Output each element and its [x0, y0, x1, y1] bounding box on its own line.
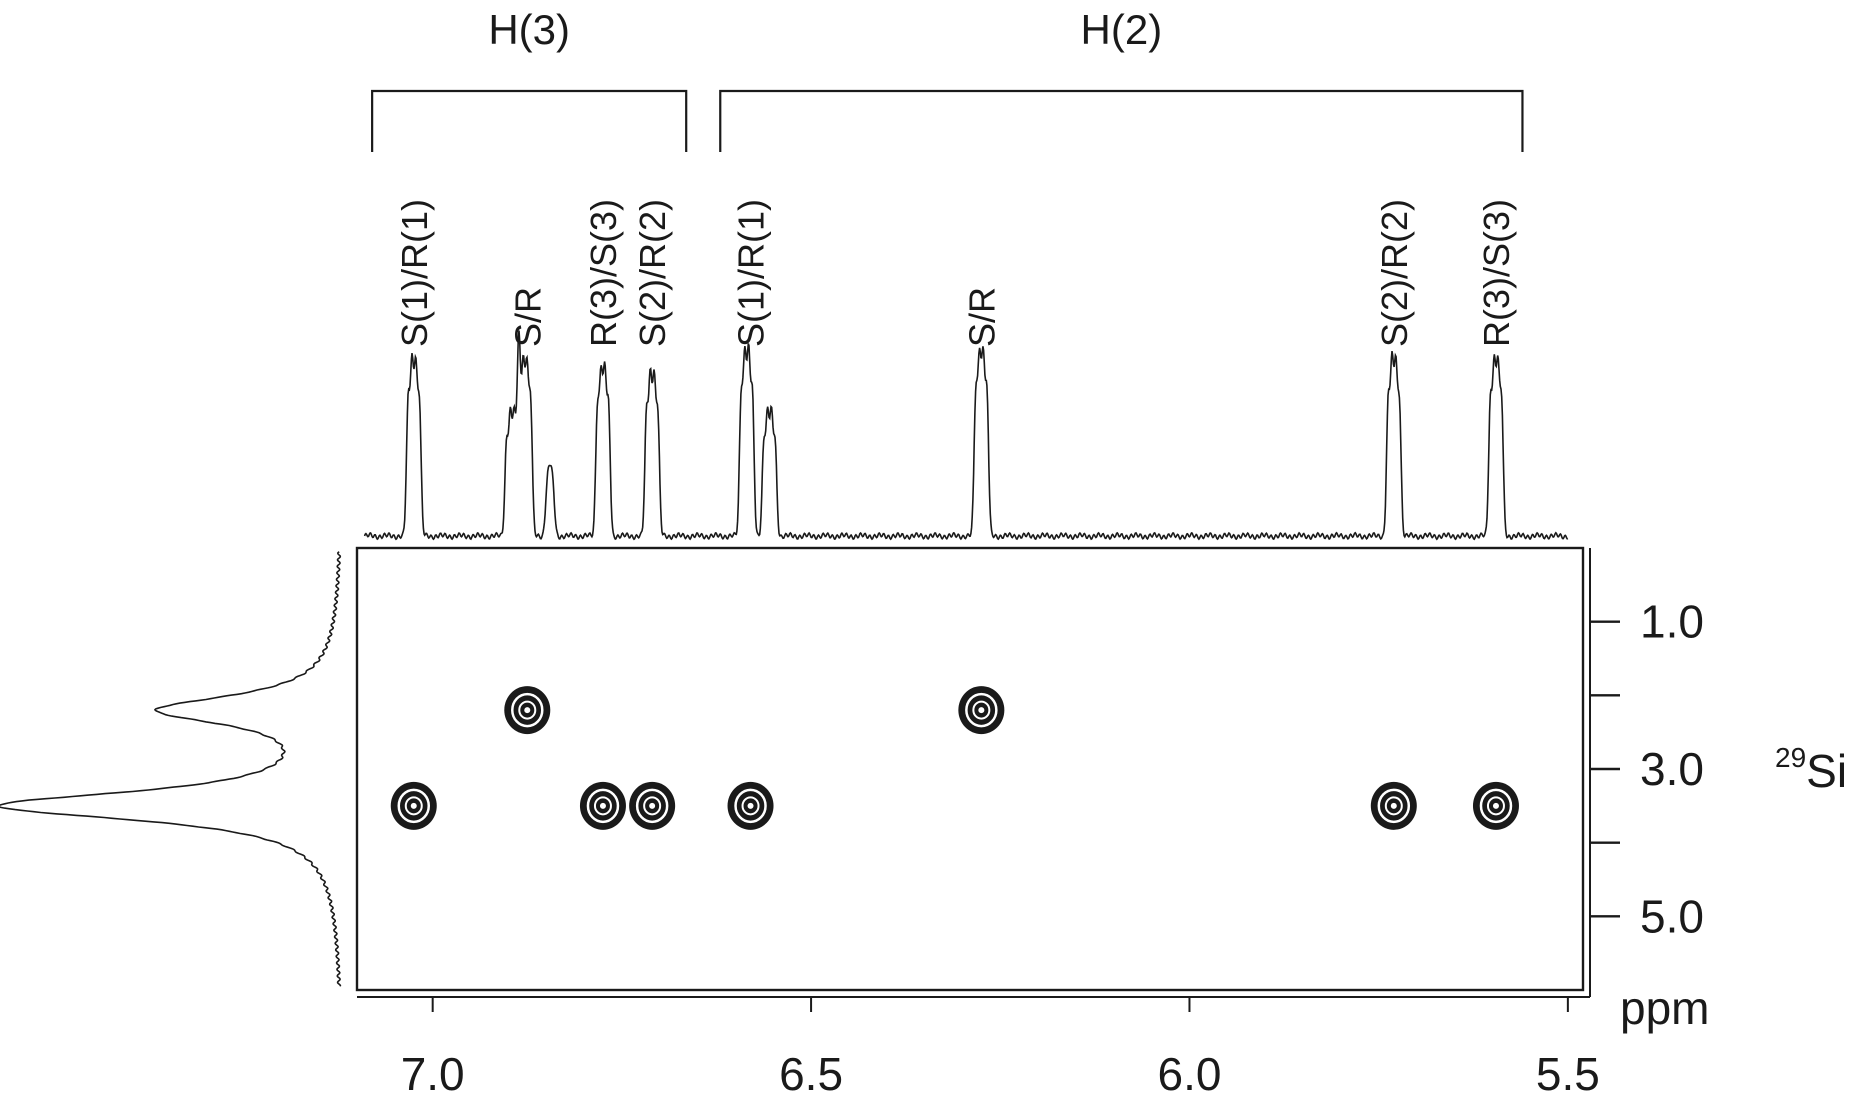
cross-peak-contour: [643, 796, 662, 816]
y-axis-label-main: Si: [1806, 745, 1847, 797]
x-axis: 7.0 6.5 6.0 5.5: [401, 997, 1600, 1100]
y-axis: 1.0 3.0 5.0 29Si ppm: [1590, 596, 1847, 1034]
cross-peak-contour: [511, 692, 544, 728]
y-axis-label: 29Si: [1775, 742, 1847, 797]
cross-peak-contour: [1486, 796, 1505, 816]
cross-peak-contour: [741, 796, 760, 816]
cross-peak-contour: [734, 788, 767, 824]
cross-peak: [1370, 781, 1417, 830]
cross-peak-contour: [1384, 796, 1403, 816]
peak-label: S(1)/R(1): [731, 199, 772, 347]
y-tick-label: 5.0: [1640, 890, 1704, 942]
cross-peak-center: [1390, 802, 1397, 809]
x-tick-label: 6.0: [1157, 1048, 1221, 1100]
plot-frame: [355, 546, 1591, 998]
peak-labels: S(1)/R(1) S/R R(3)/S(3) S(2)/R(2) S(1)/R(1) S…: [394, 199, 1517, 347]
y-axis-label-superscript: 29: [1775, 742, 1806, 773]
group-bracket: [371, 89, 688, 152]
cross-peak-center: [524, 707, 531, 714]
peak-label: R(3)/S(3): [1476, 199, 1517, 347]
group-label: H(3): [488, 6, 570, 53]
y-tick-label: 1.0: [1640, 596, 1704, 648]
cross-peak-contour: [397, 788, 431, 824]
cross-peak-contour: [518, 700, 537, 720]
cross-peak-center: [1492, 802, 1499, 809]
cross-peak: [629, 781, 676, 830]
cross-peaks: [390, 686, 1519, 830]
cross-peak: [1472, 781, 1519, 830]
cross-peak: [727, 781, 774, 830]
cross-peak-contour: [586, 788, 620, 824]
peak-label: S(2)/R(2): [632, 199, 673, 347]
axis-unit-label: ppm: [1620, 982, 1709, 1034]
peak-label: R(3)/S(3): [583, 199, 624, 347]
cross-peak-contour: [1377, 788, 1411, 824]
silicon-projection: [0, 551, 342, 987]
cross-peak: [579, 781, 626, 830]
cross-peak: [958, 686, 1005, 735]
x-tick-label: 5.5: [1536, 1048, 1600, 1100]
group-bracket: [719, 89, 1524, 152]
cross-peak-center: [978, 707, 985, 714]
cross-peak-center: [410, 802, 417, 809]
x-tick-label: 6.5: [779, 1048, 843, 1100]
cross-peak-contour: [635, 788, 669, 824]
x-tick-label: 7.0: [401, 1048, 465, 1100]
proton-projection-trace: [363, 330, 1569, 541]
group-brackets: H(3) H(2): [371, 6, 1524, 152]
peak-label: S/R: [961, 287, 1002, 347]
silicon-projection-trace: [0, 551, 342, 987]
group-label: H(2): [1081, 6, 1163, 53]
cross-peak-contour: [965, 692, 998, 728]
cross-peak-center: [599, 802, 606, 809]
cross-peak: [390, 781, 437, 830]
cross-peak-center: [747, 802, 754, 809]
cross-peak-contour: [972, 700, 991, 720]
cross-peak-contour: [593, 796, 612, 816]
y-tick-label: 3.0: [1640, 743, 1704, 795]
cross-peak-center: [649, 802, 656, 809]
cross-peak-contour: [404, 796, 423, 816]
peak-label: S(1)/R(1): [394, 199, 435, 347]
proton-projection: [363, 330, 1569, 541]
cross-peak-contour: [1479, 788, 1513, 824]
peak-label: S(2)/R(2): [1374, 199, 1415, 347]
plot-frame-border: [355, 546, 1585, 992]
cross-peak: [504, 686, 551, 735]
peak-label: S/R: [507, 287, 548, 347]
